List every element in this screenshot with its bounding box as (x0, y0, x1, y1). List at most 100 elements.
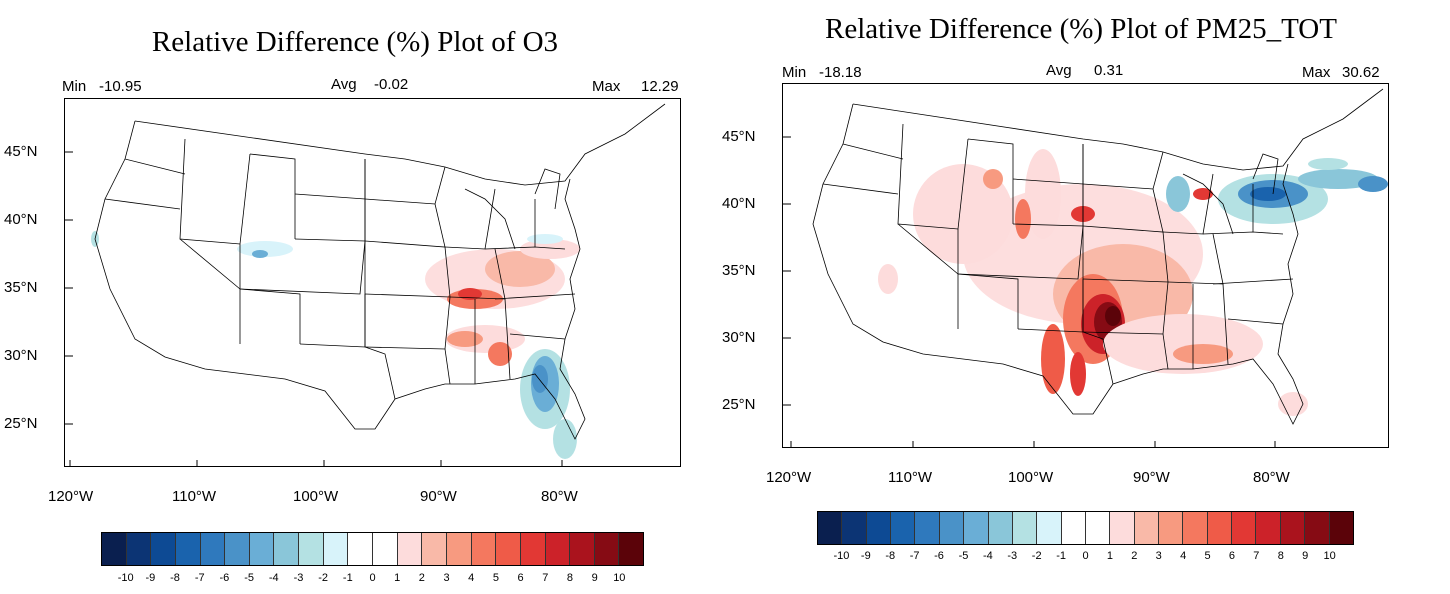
o3-colorbar-label: 10 (613, 572, 626, 584)
pm25-colorbar-labels: -10 -9 -8 -7 -6 -5 -4 -3 -2 -1 0 1 2 3 4 5 6 7 8 9 10 (817, 550, 1354, 566)
o3-map (64, 98, 681, 467)
o3-colorbar-swatch (274, 533, 300, 565)
pm25-colorbar-label: 4 (1180, 550, 1187, 562)
pm25-lon-label-100: 100°W (1008, 469, 1054, 486)
o3-colorbar-label: 7 (542, 572, 549, 584)
o3-field (91, 231, 580, 459)
o3-min-value: -10.95 (99, 78, 142, 95)
o3-lon-label-90: 90°W (420, 488, 457, 505)
pm25-map (782, 83, 1389, 448)
o3-colorbar-swatch (570, 533, 595, 565)
pm25-colorbar-label: -10 (833, 550, 850, 562)
pm25-panel: Relative Difference (%) Plot of PM25_TOT… (720, 0, 1450, 594)
pm25-colorbar-label: -6 (934, 550, 944, 562)
pm25-colorbar-swatch (891, 512, 916, 544)
o3-lat-label-30: 30°N (4, 347, 38, 364)
o3-colorbar-swatch (225, 533, 250, 565)
o3-colorbar-labels: -10 -9 -8 -7 -6 -5 -4 -3 -2 -1 0 1 2 3 4 5 6 7 8 9 10 (101, 572, 644, 588)
pm25-colorbar-swatch (1012, 512, 1038, 544)
pm25-colorbar-swatch (1134, 512, 1160, 544)
pm25-colorbar-label: 5 (1204, 550, 1211, 562)
pm25-colorbar-swatch (1280, 512, 1306, 544)
pm25-map-svg (783, 88, 1388, 447)
pm25-colorbar-swatch (818, 512, 843, 544)
pm25-colorbar-swatch (1183, 512, 1208, 544)
pm25-colorbar-swatch (964, 512, 989, 544)
o3-colorbar-swatch (471, 533, 497, 565)
pm25-colorbar-label: -4 (982, 550, 993, 562)
pm25-colorbar-label: 1 (1106, 550, 1113, 562)
o3-colorbar-label: -8 (170, 572, 180, 584)
o3-colorbar-swatch (175, 533, 201, 565)
o3-colorbar-swatch (422, 533, 447, 565)
o3-colorbar-swatch (151, 533, 176, 565)
pm25-colorbar-label: 3 (1155, 550, 1162, 562)
o3-panel: Relative Difference (%) Plot of O3 Min -… (0, 0, 720, 594)
o3-lon-label-120: 120°W (48, 488, 94, 505)
pm25-title: Relative Difference (%) Plot of PM25_TOT (825, 13, 1337, 45)
o3-colorbar-label: -10 (117, 572, 134, 584)
pm25-lat-ticks (783, 136, 1276, 447)
pm25-colorbar-label: -3 (1007, 550, 1018, 562)
o3-colorbar (101, 532, 644, 566)
o3-colorbar-swatch (200, 533, 226, 565)
pm25-colorbar-label: -8 (885, 550, 896, 562)
o3-colorbar-swatch (102, 533, 127, 565)
pm25-colorbar-label: 2 (1131, 550, 1138, 562)
o3-colorbar-label: 6 (517, 572, 524, 584)
o3-colorbar-swatch (545, 533, 571, 565)
o3-colorbar-label: 4 (468, 572, 475, 584)
pm25-lat-label-40: 40°N (722, 195, 756, 212)
pm25-avg-label: Avg (1046, 62, 1072, 79)
o3-max-label: Max (592, 78, 621, 95)
pm25-lat-label-25: 25°N (722, 396, 756, 413)
pm25-colorbar-swatch (939, 512, 965, 544)
pm25-colorbar-label: -5 (958, 550, 969, 562)
pm25-colorbar-swatch (842, 512, 867, 544)
pm25-colorbar-swatch (866, 512, 892, 544)
pm25-colorbar-label: -2 (1031, 550, 1042, 562)
pm25-colorbar-label: -9 (860, 550, 871, 562)
o3-colorbar-label: -4 (268, 572, 279, 584)
pm25-avg-value: 0.31 (1094, 62, 1124, 79)
pm25-colorbar-label: -1 (1056, 550, 1066, 562)
pm25-min-label: Min (782, 64, 807, 81)
o3-lat-label-40: 40°N (4, 211, 38, 228)
o3-colorbar-swatch (373, 533, 398, 565)
o3-colorbar-swatch (323, 533, 349, 565)
o3-min-label: Min (62, 78, 87, 95)
o3-colorbar-swatch (594, 533, 620, 565)
o3-colorbar-swatch (520, 533, 546, 565)
pm25-colorbar-label: 0 (1082, 550, 1089, 562)
o3-max-value: 12.29 (641, 78, 679, 95)
pm25-lon-label-80: 80°W (1253, 469, 1290, 486)
o3-colorbar-label: 8 (566, 572, 574, 584)
pm25-colorbar-label: 10 (1323, 550, 1336, 562)
o3-colorbar-label: 1 (394, 572, 401, 584)
pm25-colorbar-label: 8 (1277, 550, 1284, 562)
pm25-min-value: -18.18 (819, 64, 862, 81)
pm25-lon-label-90: 90°W (1133, 469, 1170, 486)
o3-colorbar-label: -6 (219, 572, 230, 584)
pm25-colorbar-swatch (1329, 512, 1353, 544)
o3-colorbar-swatch (619, 533, 644, 565)
pm25-colorbar-swatch (1256, 512, 1281, 544)
o3-colorbar-swatch (348, 533, 374, 565)
o3-boundaries (94, 103, 666, 440)
o3-map-svg (65, 103, 666, 466)
o3-colorbar-swatch (446, 533, 472, 565)
o3-colorbar-swatch (249, 533, 275, 565)
pm25-colorbar-label: 6 (1228, 550, 1236, 562)
o3-colorbar-label: -3 (293, 572, 304, 584)
o3-colorbar-label: 2 (418, 572, 425, 584)
pm25-lon-label-120: 120°W (766, 469, 812, 486)
pm25-colorbar-label: 7 (1253, 550, 1260, 562)
pm25-colorbar (817, 511, 1354, 545)
pm25-max-label: Max (1302, 64, 1331, 81)
o3-lon-label-80: 80°W (541, 488, 578, 505)
o3-lat-label-35: 35°N (4, 279, 38, 296)
pm25-colorbar-swatch (1085, 512, 1111, 544)
o3-avg-value: -0.02 (374, 76, 409, 93)
o3-colorbar-swatch (496, 533, 521, 565)
o3-lat-label-25: 25°N (4, 415, 38, 432)
